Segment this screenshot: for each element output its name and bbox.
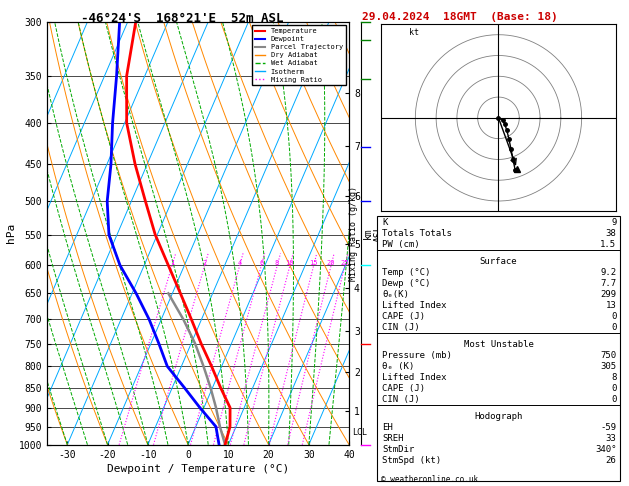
Text: SREH: SREH [382,434,404,443]
Text: 9: 9 [611,218,616,227]
Y-axis label: hPa: hPa [6,223,16,243]
Text: 1.5: 1.5 [600,241,616,249]
Legend: Temperature, Dewpoint, Parcel Trajectory, Dry Adiabat, Wet Adiabat, Isotherm, Mi: Temperature, Dewpoint, Parcel Trajectory… [252,25,345,86]
Text: CIN (J): CIN (J) [382,395,420,404]
Text: -46°24'S  168°21'E  52m ASL: -46°24'S 168°21'E 52m ASL [81,12,284,25]
Text: Totals Totals: Totals Totals [382,229,452,239]
Text: StmSpd (kt): StmSpd (kt) [382,456,442,465]
Text: 26: 26 [606,456,616,465]
Text: Surface: Surface [480,257,517,266]
Text: 13: 13 [606,301,616,310]
Text: 20: 20 [326,260,335,266]
Text: 38: 38 [606,229,616,239]
Text: 1: 1 [170,260,174,266]
Text: 8: 8 [275,260,279,266]
Text: 305: 305 [600,362,616,371]
Text: θₑ(K): θₑ(K) [382,290,409,299]
Text: -59: -59 [600,422,616,432]
Text: LCL: LCL [352,428,367,437]
Text: StmDir: StmDir [382,445,415,453]
Text: 4: 4 [237,260,242,266]
Text: CIN (J): CIN (J) [382,323,420,332]
Text: PW (cm): PW (cm) [382,241,420,249]
Text: Temp (°C): Temp (°C) [382,268,431,277]
Text: 750: 750 [600,351,616,360]
Text: 7.7: 7.7 [600,279,616,288]
Text: CAPE (J): CAPE (J) [382,384,425,393]
Text: 10: 10 [286,260,294,266]
Text: 0: 0 [611,395,616,404]
Text: K: K [382,218,388,227]
Text: Lifted Index: Lifted Index [382,373,447,382]
Text: θₑ (K): θₑ (K) [382,362,415,371]
Text: 29.04.2024  18GMT  (Base: 18): 29.04.2024 18GMT (Base: 18) [362,12,557,22]
Text: 299: 299 [600,290,616,299]
Text: Most Unstable: Most Unstable [464,340,533,349]
Y-axis label: km
ASL: km ASL [362,225,384,242]
Text: 8: 8 [611,373,616,382]
Text: © weatheronline.co.uk: © weatheronline.co.uk [381,474,477,484]
Text: 6: 6 [259,260,264,266]
Text: 0: 0 [611,323,616,332]
Text: Dewp (°C): Dewp (°C) [382,279,431,288]
Text: 340°: 340° [595,445,616,453]
Text: kt: kt [409,29,419,37]
Text: 15: 15 [309,260,318,266]
Text: CAPE (J): CAPE (J) [382,312,425,321]
Text: Pressure (mb): Pressure (mb) [382,351,452,360]
Text: Mixing Ratio (g/kg): Mixing Ratio (g/kg) [349,186,358,281]
Text: Lifted Index: Lifted Index [382,301,447,310]
Text: 33: 33 [606,434,616,443]
Text: 9.2: 9.2 [600,268,616,277]
Text: EH: EH [382,422,393,432]
Text: 2: 2 [203,260,207,266]
Text: 0: 0 [611,312,616,321]
X-axis label: Dewpoint / Temperature (°C): Dewpoint / Temperature (°C) [107,464,289,474]
Text: Hodograph: Hodograph [474,412,523,420]
Text: 25: 25 [340,260,349,266]
Text: 0: 0 [611,384,616,393]
